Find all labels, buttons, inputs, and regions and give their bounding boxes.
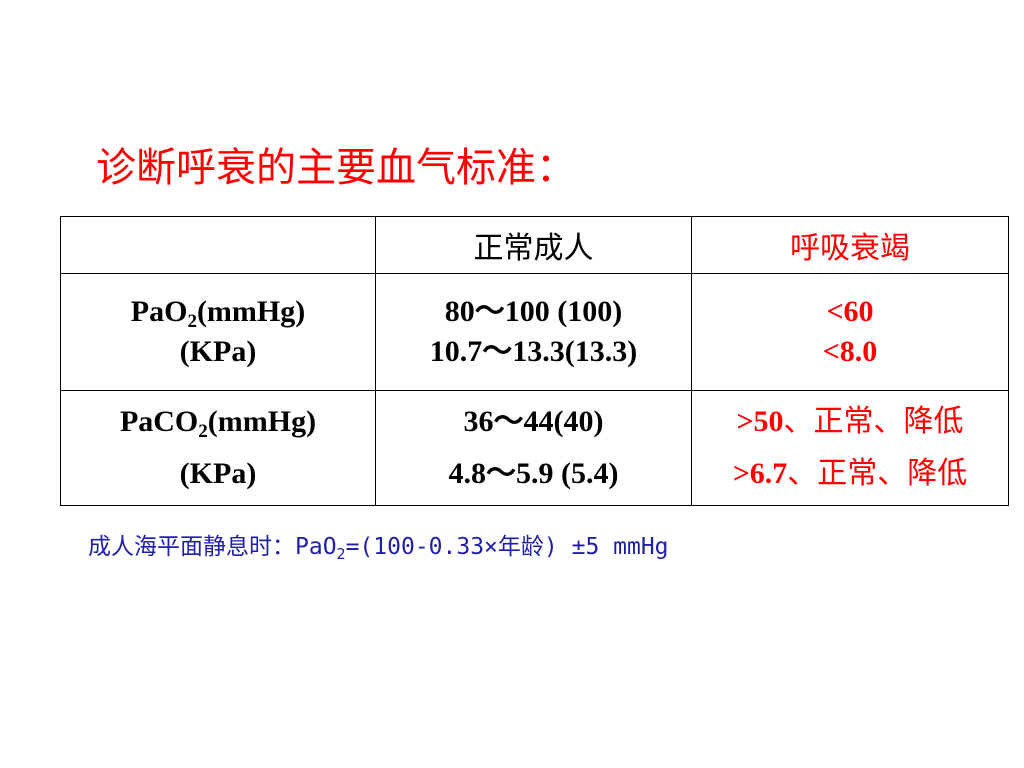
blood-gas-criteria-table: 正常成人 呼吸衰竭 PaO2(mmHg) (KPa) 80～100 (100) … [60,216,1009,506]
paco2-unit-mmhg-label: PaCO2(mmHg) [119,405,317,442]
formula-note: 成人海平面静息时：PaO2=(100-0.33×年龄) ±5 mmHg [88,534,669,563]
paco2-parameter-cell: PaCO2(mmHg) (KPa) [60,390,376,506]
paco2-failure-mmhg: >50、正常、降低 [736,404,964,439]
slide-title: 诊断呼衰的主要血气标准： [96,145,576,191]
pao2-failure-kpa: <8.0 [822,335,878,368]
pao2-normal-cell: 80～100 (100) 10.7～13.3(13.3) [375,273,692,391]
header-cell-normal-adult: 正常成人 [375,216,692,274]
pao2-normal-mmhg: 80～100 (100) [444,295,623,328]
pao2-unit-mmhg-label: PaO2(mmHg) [130,295,306,332]
header-cell-blank [60,216,376,274]
paco2-unit-kpa-label: (KPa) [179,457,257,490]
pao2-failure-mmhg: <60 [826,295,874,328]
pao2-normal-kpa: 10.7～13.3(13.3) [429,335,638,368]
paco2-normal-cell: 36～44(40) 4.8～5.9 (5.4) [375,390,692,506]
table-row-paco2: PaCO2(mmHg) (KPa) 36～44(40) 4.8～5.9 (5.4… [60,390,1009,506]
paco2-normal-mmhg: 36～44(40) [463,405,604,438]
paco2-failure-kpa: >6.7、正常、降低 [732,456,968,491]
pao2-parameter-cell: PaO2(mmHg) (KPa) [60,273,376,391]
table-row-pao2: PaO2(mmHg) (KPa) 80～100 (100) 10.7～13.3(… [60,273,1009,391]
table-header-row: 正常成人 呼吸衰竭 [60,216,1009,274]
paco2-normal-kpa: 4.8～5.9 (5.4) [448,457,619,490]
pao2-unit-kpa-label: (KPa) [179,335,257,368]
header-cell-respiratory-failure: 呼吸衰竭 [691,216,1009,274]
pao2-failure-cell: <60 <8.0 [691,273,1009,391]
paco2-failure-cell: >50、正常、降低 >6.7、正常、降低 [691,390,1009,506]
